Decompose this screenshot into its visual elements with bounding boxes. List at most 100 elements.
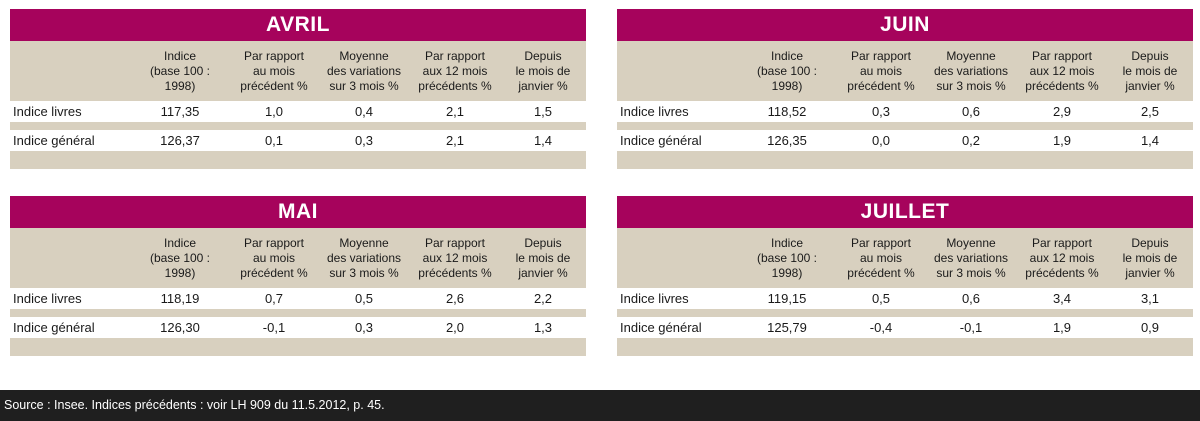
table-row: Indice livres 118,52 0,3 0,6 2,9 2,5 bbox=[617, 101, 1193, 122]
source-footer: Source : Insee. Indices précédents : voi… bbox=[0, 390, 1200, 421]
header-cell: Par rapport au mois précédent % bbox=[230, 41, 318, 101]
table-header-row: Indice (base 100 : 1998) Par rapport au … bbox=[617, 41, 1193, 101]
header-cell: Indice (base 100 : 1998) bbox=[737, 228, 837, 288]
table-footer-band bbox=[10, 338, 586, 356]
header-cell: Moyenne des variations sur 3 mois % bbox=[925, 41, 1017, 101]
panel-mai: MAI Indice (base 100 : 1998) Par rapport… bbox=[10, 196, 586, 356]
table-row: Indice livres 117,35 1,0 0,4 2,1 1,5 bbox=[10, 101, 586, 122]
table-row: Indice général 126,30 -0,1 0,3 2,0 1,3 bbox=[10, 317, 586, 338]
header-cell: Par rapport au mois précédent % bbox=[837, 41, 925, 101]
row-separator bbox=[617, 122, 1193, 130]
row-label: Indice général bbox=[10, 130, 130, 151]
table-cell: 2,6 bbox=[410, 288, 500, 309]
index-table: Indice (base 100 : 1998) Par rapport au … bbox=[10, 41, 586, 169]
header-cell: Indice (base 100 : 1998) bbox=[737, 41, 837, 101]
row-label: Indice livres bbox=[10, 101, 130, 122]
header-cell: Par rapport aux 12 mois précédents % bbox=[1017, 41, 1107, 101]
table-footer-band bbox=[617, 151, 1193, 169]
table-cell: 0,5 bbox=[318, 288, 410, 309]
table-cell: 126,30 bbox=[130, 317, 230, 338]
table-cell: 2,2 bbox=[500, 288, 586, 309]
table-cell: 117,35 bbox=[130, 101, 230, 122]
panel-juillet: JUILLET Indice (base 100 : 1998) Par rap… bbox=[617, 196, 1193, 356]
row-label: Indice livres bbox=[617, 288, 737, 309]
table-cell: 0,1 bbox=[230, 130, 318, 151]
panel-avril: AVRIL Indice (base 100 : 1998) Par rappo… bbox=[10, 9, 586, 169]
table-cell: 0,5 bbox=[837, 288, 925, 309]
header-cell: Moyenne des variations sur 3 mois % bbox=[318, 41, 410, 101]
row-label: Indice général bbox=[617, 317, 737, 338]
table-cell: 0,4 bbox=[318, 101, 410, 122]
panel-title: JUILLET bbox=[617, 196, 1193, 228]
table-cell: 0,3 bbox=[837, 101, 925, 122]
table-cell: 0,6 bbox=[925, 288, 1017, 309]
table-cell: 0,3 bbox=[318, 130, 410, 151]
header-cell: Indice (base 100 : 1998) bbox=[130, 228, 230, 288]
header-cell bbox=[10, 228, 130, 288]
panel-title: AVRIL bbox=[10, 9, 586, 41]
table-cell: 0,0 bbox=[837, 130, 925, 151]
row-label: Indice livres bbox=[10, 288, 130, 309]
table-cell: 2,1 bbox=[410, 130, 500, 151]
table-cell: 1,9 bbox=[1017, 317, 1107, 338]
row-label: Indice livres bbox=[617, 101, 737, 122]
row-separator bbox=[10, 309, 586, 317]
header-cell: Par rapport aux 12 mois précédents % bbox=[1017, 228, 1107, 288]
index-table: Indice (base 100 : 1998) Par rapport au … bbox=[617, 41, 1193, 169]
table-row: Indice général 126,35 0,0 0,2 1,9 1,4 bbox=[617, 130, 1193, 151]
panel-juin: JUIN Indice (base 100 : 1998) Par rappor… bbox=[617, 9, 1193, 169]
table-cell: 1,4 bbox=[500, 130, 586, 151]
table-cell: 2,9 bbox=[1017, 101, 1107, 122]
table-header-row: Indice (base 100 : 1998) Par rapport au … bbox=[10, 41, 586, 101]
table-cell: 1,4 bbox=[1107, 130, 1193, 151]
table-cell: 0,7 bbox=[230, 288, 318, 309]
index-table: Indice (base 100 : 1998) Par rapport au … bbox=[617, 228, 1193, 356]
header-cell bbox=[10, 41, 130, 101]
index-table: Indice (base 100 : 1998) Par rapport au … bbox=[10, 228, 586, 356]
table-cell: 0,3 bbox=[318, 317, 410, 338]
table-footer-band bbox=[10, 151, 586, 169]
panel-title: JUIN bbox=[617, 9, 1193, 41]
table-cell: -0,1 bbox=[925, 317, 1017, 338]
header-cell bbox=[617, 228, 737, 288]
table-cell: -0,1 bbox=[230, 317, 318, 338]
table-cell: 2,1 bbox=[410, 101, 500, 122]
header-cell: Moyenne des variations sur 3 mois % bbox=[318, 228, 410, 288]
table-cell: 1,9 bbox=[1017, 130, 1107, 151]
table-row: Indice livres 118,19 0,7 0,5 2,6 2,2 bbox=[10, 288, 586, 309]
table-cell: 3,1 bbox=[1107, 288, 1193, 309]
header-cell: Moyenne des variations sur 3 mois % bbox=[925, 228, 1017, 288]
table-header-row: Indice (base 100 : 1998) Par rapport au … bbox=[617, 228, 1193, 288]
table-row: Indice livres 119,15 0,5 0,6 3,4 3,1 bbox=[617, 288, 1193, 309]
table-footer-band bbox=[617, 338, 1193, 356]
table-cell: 0,6 bbox=[925, 101, 1017, 122]
header-cell: Depuis le mois de janvier % bbox=[500, 228, 586, 288]
table-cell: 0,2 bbox=[925, 130, 1017, 151]
header-cell: Par rapport au mois précédent % bbox=[230, 228, 318, 288]
table-header-row: Indice (base 100 : 1998) Par rapport au … bbox=[10, 228, 586, 288]
header-cell: Depuis le mois de janvier % bbox=[1107, 228, 1193, 288]
table-cell: 1,0 bbox=[230, 101, 318, 122]
table-cell: 2,0 bbox=[410, 317, 500, 338]
table-cell: 126,35 bbox=[737, 130, 837, 151]
table-cell: 1,3 bbox=[500, 317, 586, 338]
table-cell: 1,5 bbox=[500, 101, 586, 122]
table-row: Indice général 126,37 0,1 0,3 2,1 1,4 bbox=[10, 130, 586, 151]
table-cell: 0,9 bbox=[1107, 317, 1193, 338]
header-cell: Depuis le mois de janvier % bbox=[500, 41, 586, 101]
table-cell: 2,5 bbox=[1107, 101, 1193, 122]
header-cell: Indice (base 100 : 1998) bbox=[130, 41, 230, 101]
header-cell: Par rapport au mois précédent % bbox=[837, 228, 925, 288]
table-cell: 118,19 bbox=[130, 288, 230, 309]
row-label: Indice général bbox=[617, 130, 737, 151]
row-label: Indice général bbox=[10, 317, 130, 338]
panel-title: MAI bbox=[10, 196, 586, 228]
table-cell: 3,4 bbox=[1017, 288, 1107, 309]
table-cell: 126,37 bbox=[130, 130, 230, 151]
table-cell: 119,15 bbox=[737, 288, 837, 309]
table-row: Indice général 125,79 -0,4 -0,1 1,9 0,9 bbox=[617, 317, 1193, 338]
row-separator bbox=[617, 309, 1193, 317]
header-cell: Par rapport aux 12 mois précédents % bbox=[410, 41, 500, 101]
table-cell: -0,4 bbox=[837, 317, 925, 338]
header-cell bbox=[617, 41, 737, 101]
